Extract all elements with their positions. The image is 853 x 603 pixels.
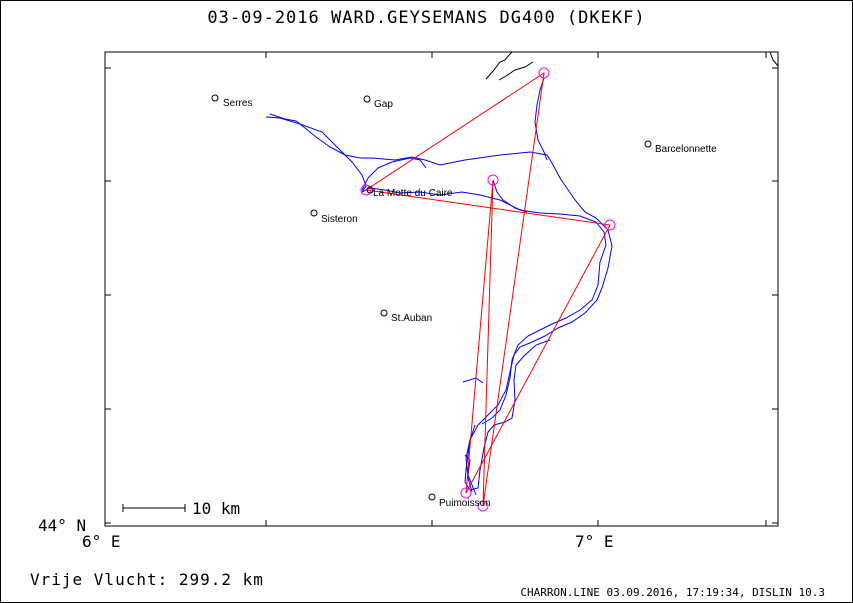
footer-info: CHARRON.LINE 03.09.2016, 17:19:34, DISLI… — [520, 586, 825, 599]
town-label-sisteron: Sisteron — [321, 214, 358, 225]
turnpoint-marker — [487, 174, 499, 186]
town-dot — [644, 140, 652, 148]
scale-bar-label: 10 km — [192, 499, 241, 518]
town-label-la-motte: La Motte du Caire — [373, 188, 453, 199]
turnpoints — [360, 67, 616, 512]
town-dot — [428, 493, 436, 501]
town-dot — [310, 209, 318, 217]
turnpoint-marker — [477, 500, 489, 512]
plot-frame — [104, 51, 779, 527]
latitude-label: 44° N — [38, 516, 87, 535]
town-dot — [366, 186, 374, 194]
gps-track — [265, 77, 613, 496]
turnpoint-marker — [604, 219, 616, 231]
scale-bar — [122, 504, 186, 512]
town-label-barcelonnette: Barcelonnette — [655, 144, 717, 155]
town-markers — [211, 94, 652, 501]
turnpoint-marker — [538, 67, 550, 79]
town-label-gap: Gap — [374, 99, 393, 110]
map-title: 03-09-2016 WARD.GEYSEMANS DG400 (DKEKF) — [207, 8, 646, 28]
border-line — [485, 51, 779, 81]
flight-distance: Vrije Vlucht: 299.2 km — [30, 570, 264, 589]
town-dot — [363, 95, 371, 103]
longitude-label-right: 7° E — [575, 532, 614, 551]
turnpoint-marker — [460, 487, 472, 499]
town-label-puimoisson: Puimoisson — [439, 498, 491, 509]
town-label-serres: Serres — [223, 98, 252, 109]
town-label-st-auban: St.Auban — [391, 313, 432, 324]
turnpoint-marker — [360, 184, 372, 196]
town-dot — [380, 309, 388, 317]
town-labels: Serres Gap Barcelonnette La Motte du Cai… — [223, 98, 717, 509]
longitude-label-left: 6° E — [82, 532, 121, 551]
task-lines — [364, 71, 611, 507]
town-dot — [211, 94, 219, 102]
axis-ticks — [104, 52, 778, 526]
